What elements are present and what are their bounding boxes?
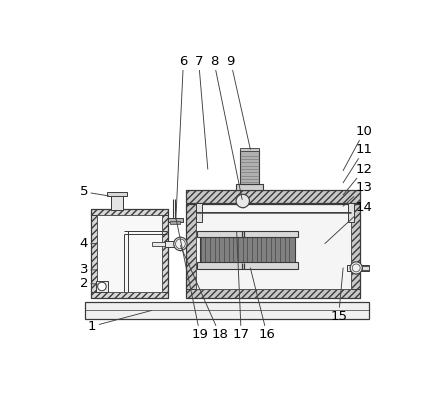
Text: 15: 15 [330,268,347,323]
Bar [91,209,168,215]
Text: 11: 11 [343,143,373,183]
Bar [199,237,295,263]
Text: 2: 2 [80,276,97,290]
Text: 13: 13 [343,181,373,206]
Text: 16: 16 [250,268,276,341]
Bar [362,266,369,270]
Bar [152,242,165,246]
Circle shape [98,282,106,291]
Bar [351,204,360,289]
Bar [91,215,97,292]
Bar [187,242,195,246]
Bar [347,265,369,271]
Bar [111,195,123,210]
Bar [196,203,202,222]
Bar [240,148,259,151]
Bar [240,150,259,184]
Text: 3: 3 [80,263,97,276]
Text: 7: 7 [194,55,208,169]
Bar [107,192,127,196]
Bar [186,190,360,203]
Text: 10: 10 [343,124,373,171]
Bar [196,204,351,289]
Text: 17: 17 [233,231,250,341]
Bar [165,241,196,246]
Circle shape [174,237,187,250]
Text: 6: 6 [176,55,188,219]
Bar [348,203,354,222]
Bar [168,218,183,222]
Bar [91,292,168,298]
Text: 8: 8 [210,55,242,199]
Text: 4: 4 [80,237,97,250]
Text: 14: 14 [325,201,373,244]
Bar [162,215,168,292]
Bar [197,231,298,237]
Bar [170,221,180,224]
Bar [85,302,369,319]
Circle shape [236,194,250,208]
Bar [197,262,298,269]
Bar [97,215,162,292]
Text: 5: 5 [80,185,108,198]
Bar [186,204,196,289]
Bar [91,209,168,298]
Text: 18: 18 [180,246,228,341]
Bar [236,184,263,190]
Text: 19: 19 [176,218,209,341]
Text: 12: 12 [343,163,373,195]
Bar [186,289,360,298]
Circle shape [350,262,362,274]
Bar [96,281,108,292]
Text: 1: 1 [88,310,151,333]
Text: 9: 9 [226,55,250,149]
Bar [186,204,360,298]
